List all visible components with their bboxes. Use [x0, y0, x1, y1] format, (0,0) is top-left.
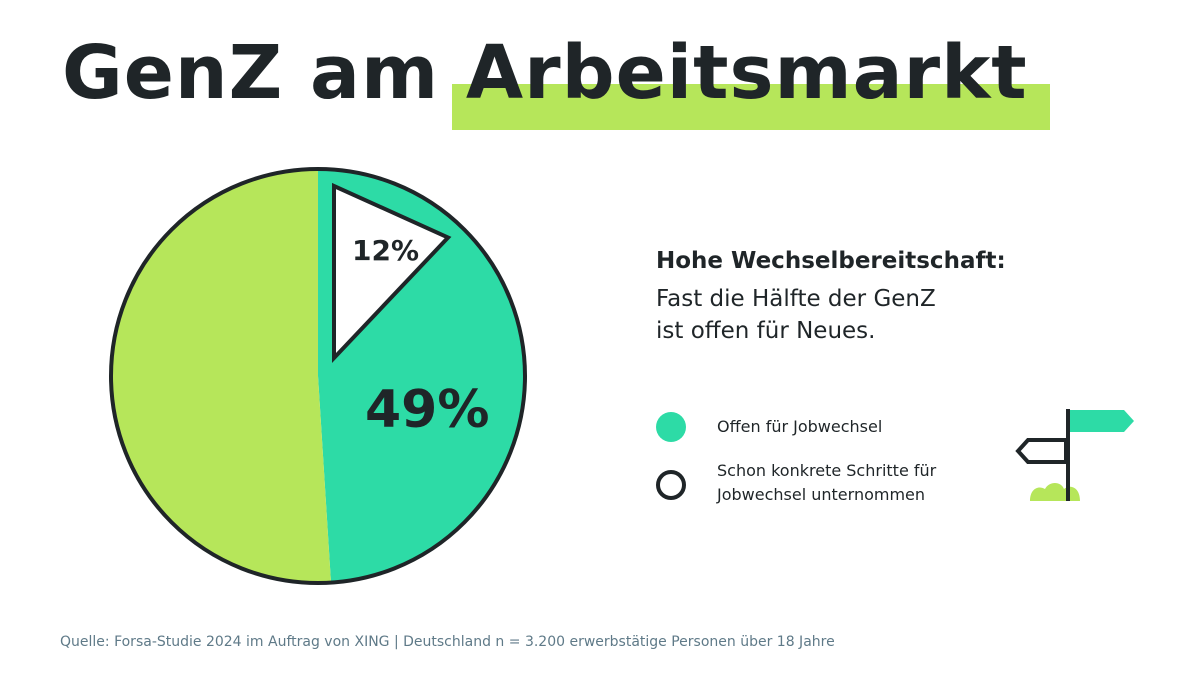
pie-chart: 12% 49%: [109, 167, 527, 585]
legend-label-steps-line-2: Jobwechsel unternommen: [717, 485, 926, 504]
title-block: GenZ am Arbeitsmarkt: [62, 36, 1050, 130]
title-part-1: GenZ am: [62, 30, 440, 116]
title-highlight: Arbeitsmarkt: [451, 36, 1050, 130]
info-line-1: Fast die Hälfte der GenZ: [656, 286, 936, 312]
title-part-2: Arbeitsmarkt: [465, 30, 1028, 116]
pie-inner-slice-steps: [332, 182, 452, 364]
legend-swatch-teal: [656, 412, 686, 442]
pie-label-49-percent: 49%: [365, 380, 489, 440]
legend-swatch-outline: [656, 470, 686, 500]
info-line-2: ist offen für Neues.: [656, 318, 876, 344]
legend-label-steps-line-1: Schon konkrete Schritte für: [717, 461, 937, 480]
pie-slice-not-open: [111, 169, 331, 583]
pie-outline: [109, 167, 527, 585]
signpost-icon: [1015, 409, 1134, 501]
legend-label-open: Offen für Jobwechsel: [717, 417, 883, 436]
pie-label-12-percent: 12%: [352, 234, 419, 267]
info-headline: Hohe Wechselbereitschaft:: [656, 248, 1006, 274]
page-title: GenZ am Arbeitsmarkt: [62, 36, 1050, 130]
source-note: Quelle: Forsa-Studie 2024 im Auftrag von…: [60, 634, 835, 650]
